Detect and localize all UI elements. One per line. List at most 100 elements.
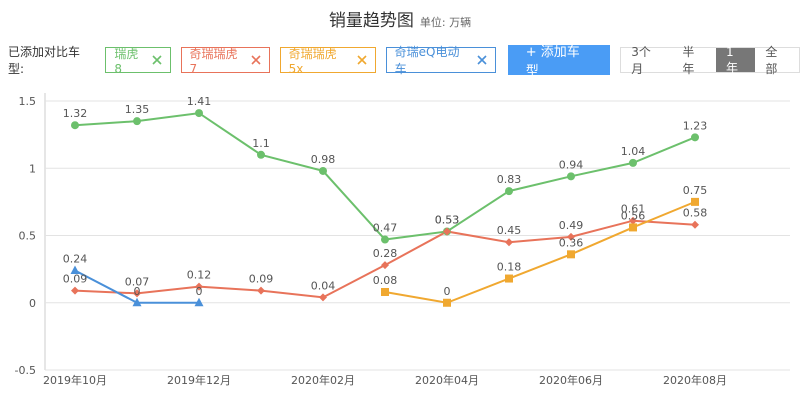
- data-label: 0.56: [621, 209, 646, 222]
- data-label: 0.24: [63, 252, 88, 265]
- point: [195, 282, 203, 291]
- series-tag[interactable]: 奇瑞eQ电动车: [385, 45, 496, 76]
- point: [381, 235, 389, 244]
- remove-icon[interactable]: [357, 55, 367, 65]
- add-button[interactable]: + 添加车型: [507, 45, 611, 79]
- data-label: 0.61: [621, 203, 646, 216]
- data-label: 0: [196, 285, 203, 298]
- point: [443, 298, 451, 307]
- data-label: 0.49: [559, 219, 584, 232]
- data-label: 1.1: [252, 137, 270, 150]
- data-label: 0.18: [497, 261, 522, 274]
- remove-icon[interactable]: [152, 55, 162, 65]
- y-tick-label: -0.5: [15, 364, 36, 377]
- point: [567, 172, 575, 181]
- data-label: 0.07: [125, 275, 150, 288]
- y-tick-label: 1.5: [19, 95, 37, 108]
- point: [381, 287, 389, 296]
- point: [71, 121, 79, 130]
- data-label: 0.53: [435, 213, 460, 226]
- data-label: 0.09: [63, 273, 88, 286]
- series-tag[interactable]: 瑞虎8: [105, 46, 171, 76]
- series-line: [384, 200, 696, 304]
- data-label: 0.28: [373, 247, 398, 260]
- x-tick-label: 2019年12月: [167, 373, 231, 387]
- point: [567, 232, 575, 241]
- cross: [357, 55, 367, 65]
- period-tabs: 3个月 半年 1年 全部: [620, 45, 800, 76]
- series-tag[interactable]: 奇瑞瑞虎5x: [279, 46, 376, 76]
- legend-label: 奇瑞瑞虎5x: [288, 46, 337, 76]
- data-label: 0.12: [187, 269, 212, 282]
- legend-label: 瑞虎8: [114, 46, 139, 76]
- point: [133, 117, 141, 126]
- point: [133, 289, 141, 298]
- legend-label: 奇瑞eQ电动车: [394, 45, 460, 76]
- data-label: 0.08: [373, 274, 398, 287]
- series-tag[interactable]: 奇瑞瑞虎7: [180, 46, 270, 76]
- filter-row: 已添加对比车型: 瑞虎8 奇瑞瑞虎7 奇瑞瑞虎5x 奇瑞eQ电动车 + 添加车型 3个月 半…: [8, 43, 800, 79]
- data-label: 0: [444, 285, 451, 298]
- cross: [251, 55, 261, 65]
- y-tick-label: 1: [29, 162, 36, 175]
- data-label: 0.09: [249, 273, 274, 286]
- remove-icon[interactable]: [477, 55, 487, 65]
- data-label: 1.23: [683, 119, 708, 132]
- x-tick-label: 2019年10月: [43, 373, 107, 387]
- chart-title: 销量趋势图: [328, 11, 414, 31]
- data-label: 0.75: [683, 184, 708, 197]
- point: [132, 297, 142, 307]
- data-label: 0.45: [497, 224, 522, 237]
- data-label: 0.47: [373, 222, 398, 235]
- cross: [152, 55, 162, 65]
- data-label: 1.35: [125, 103, 150, 116]
- data-label: 1.41: [187, 95, 212, 108]
- point: [691, 197, 699, 206]
- data-label: 0.83: [497, 173, 522, 186]
- data-label: 0.04: [311, 279, 336, 292]
- remove-icon[interactable]: [251, 55, 261, 65]
- x-tick-label: 2020年02月: [291, 373, 355, 387]
- period-tab[interactable]: 半年: [682, 45, 695, 76]
- point: [71, 286, 79, 295]
- data-label: 0.98: [311, 153, 336, 166]
- data-label: 1.04: [621, 145, 646, 158]
- data-label: 0.36: [559, 236, 584, 249]
- data-label: 1.32: [63, 107, 88, 120]
- data-label: 0.94: [559, 158, 584, 171]
- period-tab[interactable]: 全部: [765, 45, 778, 76]
- y-tick-label: 0.5: [19, 230, 37, 243]
- point: [505, 238, 513, 247]
- point: [505, 187, 513, 196]
- point: [319, 293, 327, 302]
- point: [257, 286, 265, 295]
- cross: [477, 55, 487, 65]
- point: [381, 261, 389, 270]
- point: [194, 297, 204, 307]
- point: [629, 223, 637, 232]
- point: [567, 250, 575, 259]
- data-label: 0: [134, 285, 141, 298]
- unit-label: 单位: 万辆: [419, 16, 472, 29]
- x-tick-label: 2020年04月: [415, 373, 479, 387]
- period-tab[interactable]: 1年: [716, 45, 756, 75]
- point: [629, 216, 637, 225]
- x-tick-label: 2020年06月: [539, 373, 603, 387]
- point: [195, 109, 203, 118]
- data-label: 0.58: [683, 207, 708, 220]
- header: 销量趋势图 单位: 万辆: [0, 6, 800, 31]
- point: [70, 265, 80, 274]
- point: [443, 227, 451, 236]
- filter-label: 已添加对比车型:: [8, 45, 81, 76]
- point: [629, 158, 637, 167]
- point: [257, 150, 265, 159]
- y-tick-label: 0: [29, 297, 36, 310]
- point: [505, 274, 513, 283]
- legend-label: 奇瑞瑞虎7: [189, 46, 238, 76]
- period-tab[interactable]: 3个月: [631, 45, 651, 76]
- point: [691, 133, 699, 142]
- data-label: 0.53: [435, 213, 460, 226]
- point: [319, 166, 327, 175]
